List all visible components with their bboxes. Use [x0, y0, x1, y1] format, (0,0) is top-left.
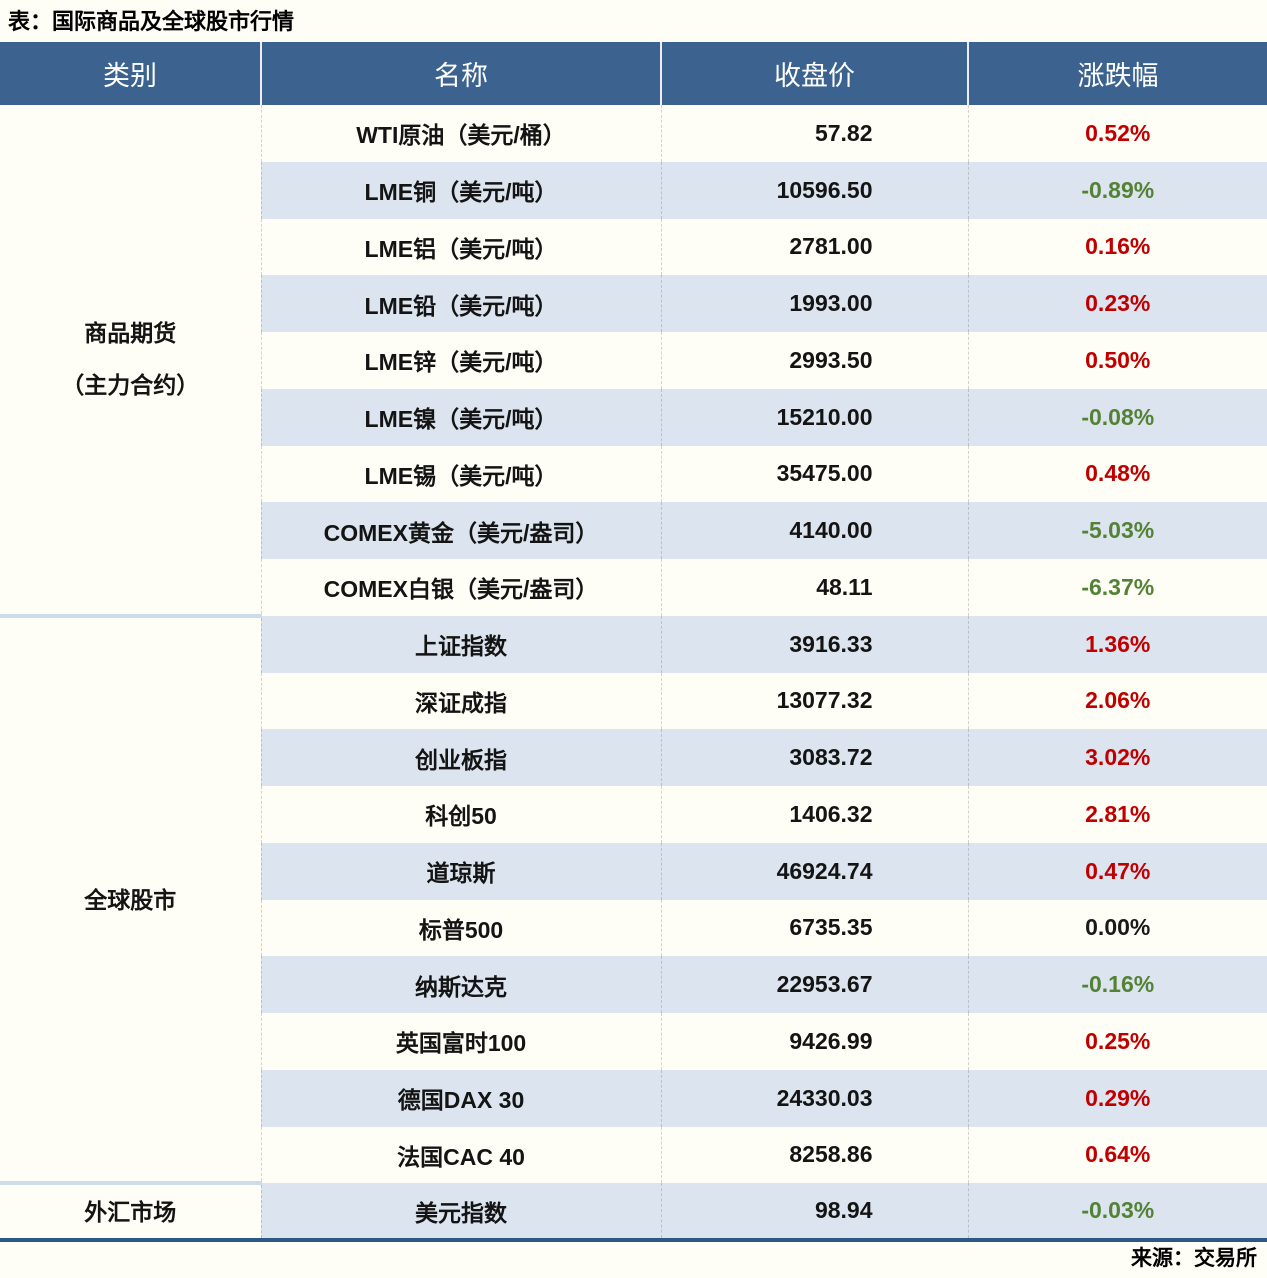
close-price-cell: 9426.99	[660, 1013, 968, 1070]
close-price-cell: 2781.00	[660, 218, 968, 276]
close-price-cell: 35475.00	[660, 445, 968, 503]
instrument-name-cell: LME锡（美元/吨）	[260, 445, 661, 503]
source-note: 来源：交易所	[1131, 1247, 1257, 1270]
change-percent-cell: -6.37%	[967, 559, 1267, 616]
change-percent-cell: -0.08%	[967, 388, 1267, 446]
change-percent-cell: 0.25%	[967, 1013, 1267, 1070]
table-row: 标普500 6735.35 0.00%	[0, 899, 1267, 957]
table-row: 英国富时100 9426.99 0.25%	[0, 1013, 1267, 1070]
table-row: 外汇市场 美元指数 98.94 -0.03%	[0, 1181, 1267, 1240]
header-category: 类别	[0, 42, 261, 105]
instrument-name-cell: 深证成指	[260, 672, 661, 730]
table-row: LME锌（美元/吨） 2993.50 0.50%	[0, 332, 1267, 389]
change-percent-cell: 0.48%	[967, 445, 1267, 503]
instrument-name-cell: 科创50	[260, 786, 661, 843]
header-change: 涨跌幅	[967, 42, 1267, 105]
table-row: LME铜（美元/吨） 10596.50 -0.89%	[0, 161, 1267, 219]
table-header: 类别 名称 收盘价 涨跌幅	[0, 42, 1267, 105]
table-row: LME铅（美元/吨） 1993.00 0.23%	[0, 275, 1267, 332]
market-table: 类别 名称 收盘价 涨跌幅 商品期货 （主力合约） WTI原油（美元/桶） 57.82…	[0, 42, 1267, 1242]
instrument-name-cell: 法国CAC 40	[260, 1126, 661, 1184]
category-cell: 全球股市	[0, 613, 261, 1184]
instrument-name-cell: LME锌（美元/吨）	[260, 332, 661, 389]
instrument-name-cell: 德国DAX 30	[260, 1069, 661, 1127]
table-row: LME锡（美元/吨） 35475.00 0.48%	[0, 445, 1267, 503]
close-price-cell: 2993.50	[660, 332, 968, 389]
instrument-name-cell: LME铝（美元/吨）	[260, 218, 661, 276]
category-label-line: 商品期货	[84, 320, 177, 347]
close-price-cell: 57.82	[660, 105, 968, 162]
close-price-cell: 6735.35	[660, 899, 968, 957]
table-row: LME铝（美元/吨） 2781.00 0.16%	[0, 218, 1267, 276]
close-price-cell: 13077.32	[660, 672, 968, 730]
change-percent-cell: 1.36%	[967, 615, 1267, 673]
header-name: 名称	[260, 42, 661, 105]
instrument-name-cell: 美元指数	[260, 1183, 661, 1240]
instrument-name-cell: LME铅（美元/吨）	[260, 275, 661, 332]
category-label-line: 外汇市场	[84, 1198, 177, 1225]
header-close: 收盘价	[660, 42, 968, 105]
table-row: COMEX白银（美元/盎司） 48.11 -6.37%	[0, 559, 1267, 616]
table-row: 法国CAC 40 8258.86 0.64%	[0, 1126, 1267, 1184]
close-price-cell: 98.94	[660, 1183, 968, 1240]
close-price-cell: 15210.00	[660, 388, 968, 446]
change-percent-cell: 0.16%	[967, 218, 1267, 276]
table-body: 商品期货 （主力合约） WTI原油（美元/桶） 57.82 0.52% LME铜（美元/吨…	[0, 105, 1267, 1240]
close-price-cell: 3916.33	[660, 615, 968, 673]
change-percent-cell: 0.52%	[967, 105, 1267, 162]
change-percent-cell: 0.00%	[967, 899, 1267, 957]
close-price-cell: 4140.00	[660, 502, 968, 559]
close-price-cell: 10596.50	[660, 161, 968, 219]
instrument-name-cell: WTI原油（美元/桶）	[260, 105, 661, 162]
change-percent-cell: 0.64%	[967, 1126, 1267, 1184]
change-percent-cell: 0.50%	[967, 332, 1267, 389]
close-price-cell: 24330.03	[660, 1069, 968, 1127]
table-row: 德国DAX 30 24330.03 0.29%	[0, 1069, 1267, 1127]
table-title: 表：国际商品及全球股市行情	[8, 9, 295, 34]
instrument-name-cell: 上证指数	[260, 615, 661, 673]
change-percent-cell: 3.02%	[967, 729, 1267, 786]
close-price-cell: 1993.00	[660, 275, 968, 332]
instrument-name-cell: 道琼斯	[260, 842, 661, 900]
change-percent-cell: 0.29%	[967, 1069, 1267, 1127]
table-row: 全球股市 上证指数 3916.33 1.36%	[0, 613, 1267, 1184]
close-price-cell: 46924.74	[660, 842, 968, 900]
table-row: 道琼斯 46924.74 0.47%	[0, 842, 1267, 900]
instrument-name-cell: 英国富时100	[260, 1013, 661, 1070]
category-cell: 商品期货 （主力合约）	[0, 105, 261, 616]
close-price-cell: 22953.67	[660, 956, 968, 1013]
change-percent-cell: -0.89%	[967, 161, 1267, 219]
category-label-line: （主力合约）	[61, 372, 200, 399]
close-price-cell: 8258.86	[660, 1126, 968, 1184]
instrument-name-cell: LME铜（美元/吨）	[260, 161, 661, 219]
instrument-name-cell: COMEX黄金（美元/盎司）	[260, 502, 661, 559]
table-row: 科创50 1406.32 2.81%	[0, 786, 1267, 843]
close-price-cell: 1406.32	[660, 786, 968, 843]
close-price-cell: 48.11	[660, 559, 968, 616]
table-row: 深证成指 13077.32 2.06%	[0, 672, 1267, 730]
change-percent-cell: 0.23%	[967, 275, 1267, 332]
close-price-cell: 3083.72	[660, 729, 968, 786]
instrument-name-cell: 标普500	[260, 899, 661, 957]
change-percent-cell: 2.06%	[967, 672, 1267, 730]
category-cell: 外汇市场	[0, 1181, 261, 1240]
category-label-line: 全球股市	[84, 886, 177, 913]
instrument-name-cell: 创业板指	[260, 729, 661, 786]
change-percent-cell: -0.16%	[967, 956, 1267, 1013]
change-percent-cell: 0.47%	[967, 842, 1267, 900]
instrument-name-cell: COMEX白银（美元/盎司）	[260, 559, 661, 616]
instrument-name-cell: 纳斯达克	[260, 956, 661, 1013]
change-percent-cell: -0.03%	[967, 1183, 1267, 1240]
table-row: 纳斯达克 22953.67 -0.16%	[0, 956, 1267, 1013]
table-row: 创业板指 3083.72 3.02%	[0, 729, 1267, 786]
header-row: 类别 名称 收盘价 涨跌幅	[0, 42, 1267, 105]
change-percent-cell: -5.03%	[967, 502, 1267, 559]
instrument-name-cell: LME镍（美元/吨）	[260, 388, 661, 446]
table-row: 商品期货 （主力合约） WTI原油（美元/桶） 57.82 0.52%	[0, 105, 1267, 616]
change-percent-cell: 2.81%	[967, 786, 1267, 843]
table-row: COMEX黄金（美元/盎司） 4140.00 -5.03%	[0, 502, 1267, 559]
table-row: LME镍（美元/吨） 15210.00 -0.08%	[0, 388, 1267, 446]
